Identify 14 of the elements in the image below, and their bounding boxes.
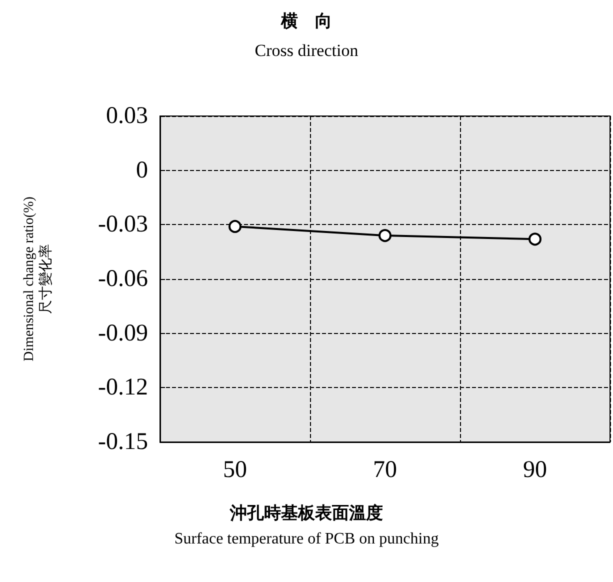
y-tick-label: -0.09 — [98, 320, 148, 346]
x-tick-label: 50 — [223, 457, 247, 483]
y-tick-label: 0 — [136, 157, 148, 184]
y-tick-label: -0.15 — [98, 429, 148, 455]
y-tick-label: 0.03 — [106, 103, 148, 129]
x-axis-title: 沖孔時基板表面溫度 Surface temperature of PCB on punching — [174, 504, 439, 548]
y-axis-title: Dimensional change ratio(%) 尺寸變化率 — [22, 196, 54, 362]
x-tick-label: 90 — [523, 457, 547, 483]
y-tick-label: -0.06 — [98, 266, 148, 292]
x-tick-label: 70 — [373, 457, 397, 483]
y-tick-label: -0.03 — [98, 212, 148, 238]
chart-subtitle: Cross direction — [254, 41, 359, 60]
chart-title: 横 向 — [280, 12, 332, 32]
y-tick-label: -0.12 — [98, 374, 148, 401]
